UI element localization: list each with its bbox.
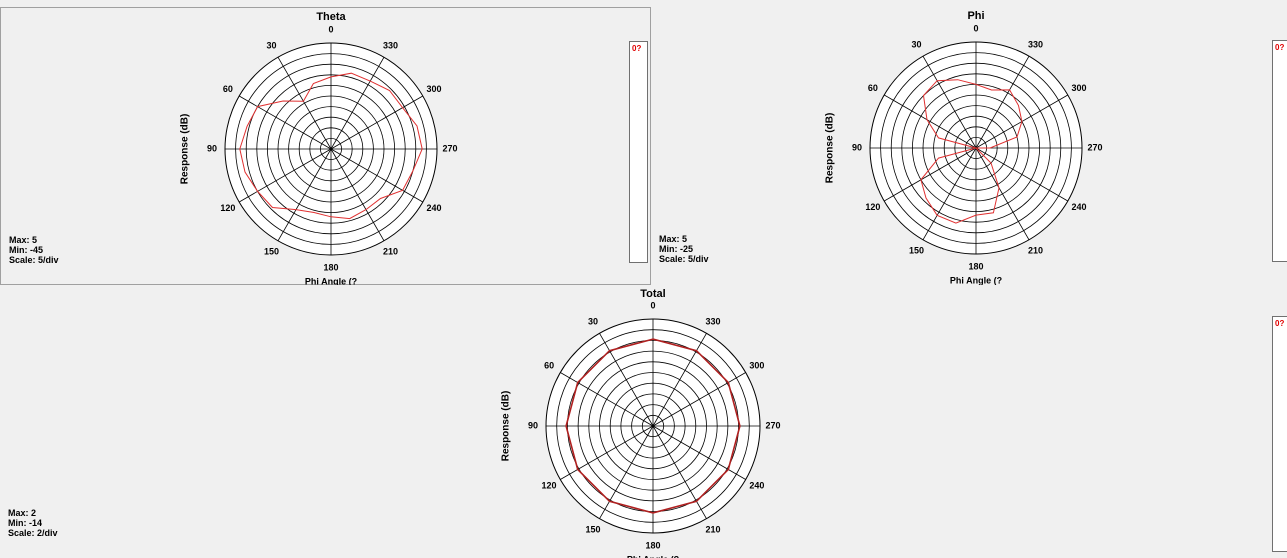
phi-polar-chart: 0 30 60 90 120 150 180 210 240 270 300 330 Phi Phi An… bbox=[825, 10, 1103, 285]
theta-spoke bbox=[330, 95, 423, 150]
total-spoke bbox=[560, 425, 654, 480]
total-angle-label: 240 bbox=[749, 480, 764, 490]
total-spoke bbox=[599, 425, 654, 519]
total-angle-label: 150 bbox=[585, 524, 600, 534]
total-spoke bbox=[652, 372, 746, 427]
theta-angle-label: 120 bbox=[220, 203, 235, 213]
phi-legend-label: 0? bbox=[1275, 43, 1285, 52]
phi-legend-box: 0? bbox=[1272, 40, 1287, 262]
theta-angle-label: 240 bbox=[427, 203, 442, 213]
phi-angle-label: 270 bbox=[1087, 142, 1102, 152]
phi-angle-label: 180 bbox=[968, 261, 983, 271]
total-angle-label: 60 bbox=[544, 360, 554, 370]
total-polar-chart: 0 30 60 90 120 150 180 210 240 270 300 330 Total Phi … bbox=[501, 288, 781, 558]
theta-title: Theta bbox=[316, 11, 346, 23]
phi-angle-label: 0 bbox=[973, 23, 978, 33]
total-series-trace bbox=[565, 338, 741, 514]
theta-angle-label: 210 bbox=[383, 246, 398, 256]
phi-series-trace bbox=[920, 79, 1023, 224]
phi-title: Phi bbox=[967, 10, 984, 22]
total-max: Max: 2 bbox=[8, 508, 37, 518]
theta-spoke bbox=[330, 148, 385, 241]
theta-spoke bbox=[330, 57, 385, 150]
phi-scale: Scale: 5/div bbox=[659, 254, 709, 264]
total-spoke bbox=[652, 333, 707, 427]
theta-angle-label: 180 bbox=[323, 262, 338, 272]
phi-angle-label: 300 bbox=[1072, 83, 1087, 93]
total-angle-label: 270 bbox=[765, 420, 780, 430]
theta-angle-label: 30 bbox=[266, 40, 276, 50]
theta-stats: Max: 5 Min: -45 Scale: 5/div bbox=[9, 235, 59, 265]
phi-spoke bbox=[975, 147, 1068, 202]
total-grid bbox=[545, 318, 761, 534]
theta-grid bbox=[224, 42, 438, 256]
total-spoke bbox=[599, 333, 654, 427]
theta-spoke bbox=[277, 57, 332, 150]
phi-angle-label: 330 bbox=[1028, 39, 1043, 49]
theta-angle-label: 150 bbox=[264, 246, 279, 256]
theta-angle-label: 90 bbox=[207, 143, 217, 153]
total-angle-label: 210 bbox=[705, 524, 720, 534]
total-angle-label: 120 bbox=[542, 480, 557, 490]
phi-max: Max: 5 bbox=[659, 234, 688, 244]
total-chart-panel: 0 30 60 90 120 150 180 210 240 270 300 330 Total Phi … bbox=[0, 285, 1287, 558]
theta-spoke bbox=[239, 95, 332, 150]
total-ylabel: Response (dB) bbox=[501, 391, 512, 462]
theta-legend-label: 0? bbox=[632, 44, 642, 53]
phi-spoke bbox=[922, 56, 977, 149]
total-angle-label: 300 bbox=[749, 360, 764, 370]
phi-angle-label: 90 bbox=[852, 142, 862, 152]
phi-spoke bbox=[975, 56, 1030, 149]
total-legend-box: 0? bbox=[1272, 316, 1287, 552]
phi-spoke bbox=[922, 147, 977, 240]
total-angle-label: 330 bbox=[705, 316, 720, 326]
theta-angle-label: 0 bbox=[328, 24, 333, 34]
theta-angle-label: 60 bbox=[223, 84, 233, 94]
theta-min: Min: -45 bbox=[9, 245, 44, 255]
phi-chart-panel: 0 30 60 90 120 150 180 210 240 270 300 330 Phi Phi An… bbox=[651, 7, 1287, 285]
total-spoke bbox=[652, 425, 746, 480]
phi-spoke bbox=[975, 147, 1030, 240]
total-title: Total bbox=[640, 288, 665, 300]
theta-polar-chart: 0 30 60 90 120 150 180 210 240 270 300 330 Theta Phi … bbox=[180, 11, 458, 286]
theta-angle-label: 330 bbox=[383, 40, 398, 50]
phi-xlabel: Phi Angle (? bbox=[950, 275, 1002, 285]
phi-angle-label: 30 bbox=[911, 39, 921, 49]
total-angle-label: 90 bbox=[528, 420, 538, 430]
theta-xlabel: Phi Angle (? bbox=[305, 276, 357, 286]
total-min: Min: -14 bbox=[8, 518, 43, 528]
theta-angle-label: 270 bbox=[442, 143, 457, 153]
theta-spoke bbox=[239, 148, 332, 203]
phi-angle-label: 120 bbox=[865, 202, 880, 212]
total-legend-label: 0? bbox=[1275, 319, 1285, 328]
theta-scale: Scale: 5/div bbox=[9, 255, 59, 265]
total-scale: Scale: 2/div bbox=[8, 528, 58, 538]
theta-series-trace bbox=[239, 72, 423, 220]
total-angle-label: 180 bbox=[645, 540, 660, 550]
total-xlabel: Phi Angle (? bbox=[627, 554, 679, 558]
total-angle-label: 30 bbox=[588, 316, 598, 326]
theta-legend-box: 0? bbox=[629, 41, 648, 263]
phi-angle-label: 60 bbox=[868, 83, 878, 93]
phi-angle-label: 210 bbox=[1028, 245, 1043, 255]
theta-max: Max: 5 bbox=[9, 235, 38, 245]
phi-angle-label: 150 bbox=[909, 245, 924, 255]
total-spoke bbox=[652, 425, 707, 519]
phi-min: Min: -25 bbox=[659, 244, 694, 254]
total-stats: Max: 2 Min: -14 Scale: 2/div bbox=[8, 508, 58, 538]
theta-spoke bbox=[277, 148, 332, 241]
phi-stats: Max: 5 Min: -25 Scale: 5/div bbox=[659, 234, 709, 264]
theta-ylabel: Response (dB) bbox=[180, 114, 191, 185]
phi-angle-label: 240 bbox=[1072, 202, 1087, 212]
theta-angle-label: 300 bbox=[427, 84, 442, 94]
theta-chart-panel: 0 30 60 90 120 150 180 210 240 270 300 330 Theta Phi … bbox=[0, 7, 651, 286]
phi-spoke bbox=[884, 94, 977, 149]
total-angle-label: 0 bbox=[650, 300, 655, 310]
phi-spoke bbox=[884, 147, 977, 202]
total-spoke bbox=[560, 372, 654, 427]
theta-spoke bbox=[330, 148, 423, 203]
phi-ylabel: Response (dB) bbox=[825, 113, 836, 184]
